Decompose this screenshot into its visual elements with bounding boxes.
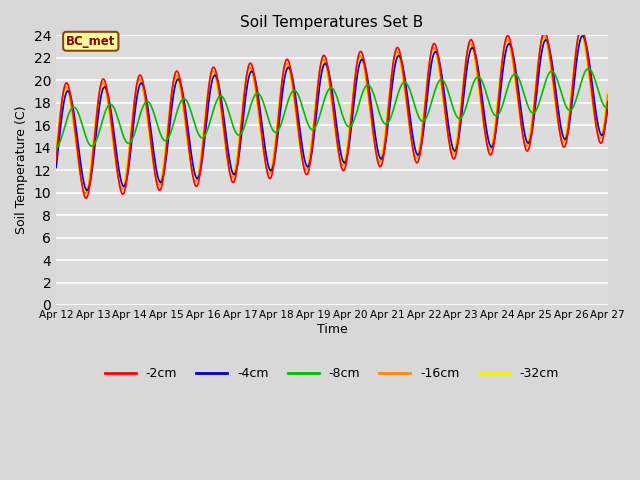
Legend: -2cm, -4cm, -8cm, -16cm, -32cm: -2cm, -4cm, -8cm, -16cm, -32cm [100, 362, 564, 385]
Title: Soil Temperatures Set B: Soil Temperatures Set B [240, 15, 424, 30]
Text: BC_met: BC_met [66, 35, 115, 48]
Y-axis label: Soil Temperature (C): Soil Temperature (C) [15, 106, 28, 234]
X-axis label: Time: Time [317, 323, 348, 336]
